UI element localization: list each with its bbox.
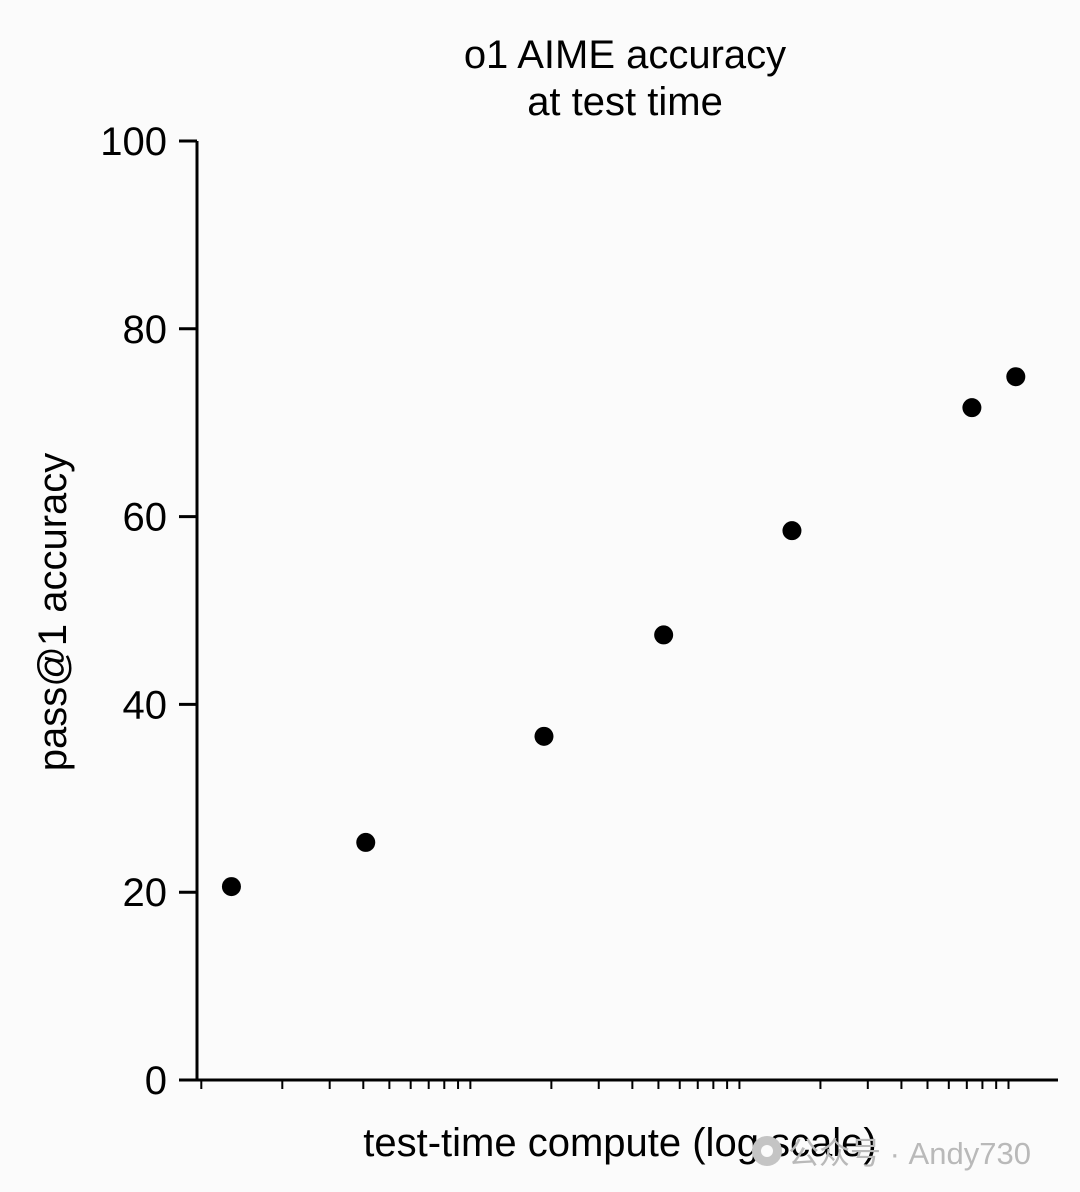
data-points — [221, 367, 1026, 897]
y-tick-label: 40 — [123, 683, 168, 727]
data-point-3 — [534, 726, 554, 746]
chart-title-line-1: o1 AIME accuracy — [464, 33, 786, 77]
y-axis-ticks: 0 20 40 60 80 100 — [100, 120, 197, 1103]
y-axis-label: pass@1 accuracy — [31, 453, 75, 772]
data-point-4 — [654, 625, 674, 645]
chart-title-line-2: at test time — [527, 80, 723, 124]
y-tick-label: 80 — [123, 308, 168, 352]
y-tick-label: 60 — [123, 496, 168, 540]
wechat-icon — [752, 1135, 782, 1166]
watermark-text: 公众号 · Andy730 — [788, 1136, 1031, 1171]
data-point-7 — [1006, 367, 1026, 387]
x-axis-minor-ticks — [200, 1080, 1010, 1089]
y-tick-label: 0 — [145, 1059, 167, 1103]
x-axis-label: test-time compute (log scale) — [363, 1121, 877, 1165]
y-tick-label: 100 — [100, 120, 167, 164]
y-tick-label: 20 — [123, 871, 168, 915]
data-point-6 — [962, 398, 982, 418]
data-point-2 — [356, 832, 376, 852]
watermark: 公众号 · Andy730 — [752, 1128, 1031, 1173]
data-point-1 — [221, 877, 241, 897]
data-point-5 — [782, 521, 802, 541]
chart-axes — [195, 141, 1058, 1082]
